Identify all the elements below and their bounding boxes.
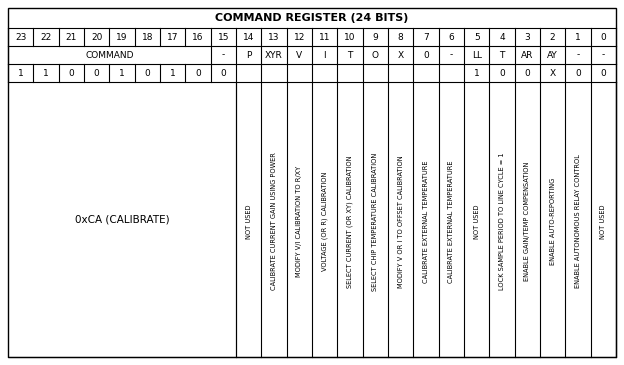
Text: SELECT CURRENT (OR XY) CALIBRATION: SELECT CURRENT (OR XY) CALIBRATION (347, 155, 353, 288)
Text: VOLTAGE (OR R) CALIBRATION: VOLTAGE (OR R) CALIBRATION (321, 172, 328, 271)
Text: 0: 0 (575, 69, 581, 77)
Text: LOCK SAMPLE PERIOD TO LINE CYCLE = 1: LOCK SAMPLE PERIOD TO LINE CYCLE = 1 (499, 153, 505, 290)
Text: 0: 0 (499, 69, 505, 77)
Text: -: - (222, 50, 225, 59)
Text: -: - (450, 50, 453, 59)
Text: -: - (577, 50, 580, 59)
Text: 10: 10 (344, 32, 356, 42)
Text: 6: 6 (449, 32, 454, 42)
Text: 23: 23 (15, 32, 26, 42)
Text: 14: 14 (243, 32, 255, 42)
Text: 1: 1 (119, 69, 125, 77)
Text: MODIFY V/I CALIBRATION TO R/XY: MODIFY V/I CALIBRATION TO R/XY (296, 166, 303, 277)
Text: 3: 3 (524, 32, 530, 42)
Text: 0: 0 (195, 69, 201, 77)
Text: 22: 22 (41, 32, 52, 42)
Text: 21: 21 (66, 32, 77, 42)
Text: 0: 0 (423, 50, 429, 59)
Text: ENABLE AUTONOMOUS RELAY CONTROL: ENABLE AUTONOMOUS RELAY CONTROL (575, 154, 581, 288)
Text: I: I (323, 50, 326, 59)
Text: 18: 18 (142, 32, 153, 42)
Text: 1: 1 (18, 69, 24, 77)
Text: ENABLE AUTO-REPORTING: ENABLE AUTO-REPORTING (550, 178, 555, 265)
Text: 0xCA (CALIBRATE): 0xCA (CALIBRATE) (75, 215, 169, 224)
Text: CALIBRATE EXTERNAL TEMPERATURE: CALIBRATE EXTERNAL TEMPERATURE (448, 160, 454, 283)
Text: X: X (397, 50, 404, 59)
Text: MODIFY V OR I TO OFFSET CALIBRATION: MODIFY V OR I TO OFFSET CALIBRATION (397, 155, 404, 288)
Text: 20: 20 (91, 32, 102, 42)
Text: 0: 0 (220, 69, 227, 77)
Text: 0: 0 (600, 69, 606, 77)
Text: AR: AR (521, 50, 534, 59)
Text: COMMAND REGISTER (24 BITS): COMMAND REGISTER (24 BITS) (215, 13, 409, 23)
Text: 11: 11 (319, 32, 331, 42)
Text: 0: 0 (69, 69, 74, 77)
Text: 1: 1 (575, 32, 581, 42)
Text: 1: 1 (474, 69, 479, 77)
Text: 7: 7 (423, 32, 429, 42)
Text: 4: 4 (499, 32, 505, 42)
Text: ENABLE GAIN/TEMP COMPENSATION: ENABLE GAIN/TEMP COMPENSATION (524, 162, 530, 281)
Text: AY: AY (547, 50, 558, 59)
Text: CALIBRATE CURRENT GAIN USING POWER: CALIBRATE CURRENT GAIN USING POWER (271, 153, 277, 291)
Text: COMMAND: COMMAND (85, 50, 134, 59)
Text: NOT USED: NOT USED (474, 204, 480, 239)
Text: XYR: XYR (265, 50, 283, 59)
Text: 1: 1 (43, 69, 49, 77)
Text: 2: 2 (550, 32, 555, 42)
Text: NOT USED: NOT USED (600, 204, 607, 239)
Text: 5: 5 (474, 32, 479, 42)
Text: 1: 1 (170, 69, 175, 77)
Text: 0: 0 (600, 32, 606, 42)
Text: CALIBRATE EXTERNAL TEMPERATURE: CALIBRATE EXTERNAL TEMPERATURE (423, 160, 429, 283)
Text: 15: 15 (218, 32, 229, 42)
Text: 0: 0 (524, 69, 530, 77)
Text: O: O (372, 50, 379, 59)
Text: 0: 0 (145, 69, 150, 77)
Text: P: P (246, 50, 251, 59)
Text: SELECT CHIP TEMPERATURE CALIBRATION: SELECT CHIP TEMPERATURE CALIBRATION (373, 152, 378, 291)
Text: X: X (550, 69, 556, 77)
Text: T: T (499, 50, 505, 59)
Text: T: T (348, 50, 353, 59)
Text: 16: 16 (192, 32, 204, 42)
Text: 13: 13 (268, 32, 280, 42)
Text: V: V (296, 50, 303, 59)
Text: 17: 17 (167, 32, 178, 42)
Text: NOT USED: NOT USED (246, 204, 251, 239)
Text: 0: 0 (94, 69, 100, 77)
Text: 8: 8 (397, 32, 404, 42)
Text: 9: 9 (373, 32, 378, 42)
Text: -: - (602, 50, 605, 59)
Text: 19: 19 (116, 32, 128, 42)
Text: LL: LL (472, 50, 482, 59)
Text: 12: 12 (294, 32, 305, 42)
